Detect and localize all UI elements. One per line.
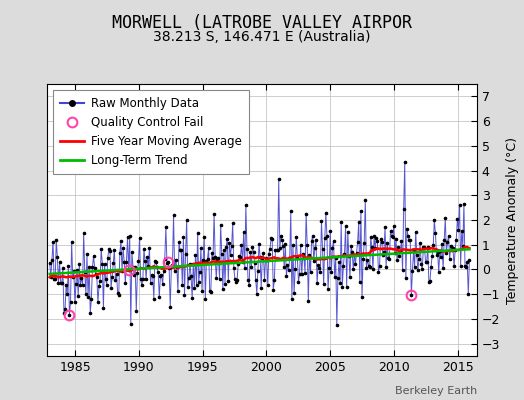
Text: 38.213 S, 146.471 E (Australia): 38.213 S, 146.471 E (Australia) (153, 30, 371, 44)
Text: Berkeley Earth: Berkeley Earth (395, 386, 477, 396)
Text: MORWELL (LATROBE VALLEY AIRPOR: MORWELL (LATROBE VALLEY AIRPOR (112, 14, 412, 32)
Legend: Raw Monthly Data, Quality Control Fail, Five Year Moving Average, Long-Term Tren: Raw Monthly Data, Quality Control Fail, … (53, 90, 249, 174)
Y-axis label: Temperature Anomaly (°C): Temperature Anomaly (°C) (506, 136, 519, 304)
